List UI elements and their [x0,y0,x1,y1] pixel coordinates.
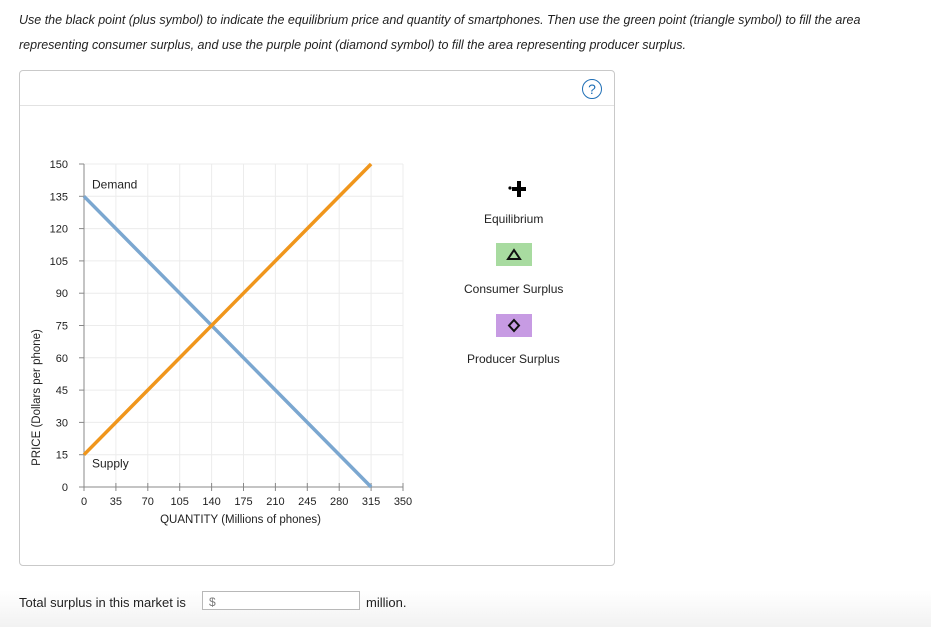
equilibrium-label: Equilibrium [484,212,544,226]
x-tick-label: 140 [202,496,220,508]
diamond-icon [507,318,521,333]
answer-prefix: Total surplus in this market is [19,594,186,610]
answer-suffix: million. [366,594,407,610]
total-surplus-input[interactable] [202,591,360,610]
x-tick-label: 105 [171,496,189,508]
consumer-surplus-tool[interactable] [496,243,532,266]
x-tick-label: 245 [298,496,316,508]
x-tick-label: 70 [142,496,154,508]
supply-curve [82,162,373,456]
supply-label: Supply [92,457,129,471]
question-instructions: Use the black point (plus symbol) to ind… [19,13,861,52]
page-footer-background [0,590,931,627]
x-tick-label: 315 [362,496,380,508]
x-tick-label: 280 [330,496,348,508]
y-axis-title: PRICE (Dollars per phone) [31,329,43,466]
x-tick-label: 0 [81,496,87,508]
currency-symbol: $ [209,595,216,609]
triangle-icon [506,248,522,260]
consumer-surplus-label: Consumer Surplus [464,282,564,296]
producer-surplus-label: Producer Surplus [467,352,560,366]
y-tick-label: 120 [50,224,68,236]
y-tick-label: 150 [50,159,68,171]
y-tick-label: 60 [56,353,68,365]
y-tick-label: 30 [56,417,68,429]
panel-header: ? [20,71,614,106]
x-tick-label: 210 [266,496,284,508]
y-tick-label: 15 [56,450,68,462]
supply-demand-chart[interactable]: 0 15 30 45 60 75 90 105 120 135 150 0 35 70 105 140 175 2… [20,71,614,565]
demand-label: Demand [92,177,137,191]
answer-row: Total surplus in this market is $ millio… [19,590,406,614]
equilibrium-tool[interactable] [486,175,546,205]
y-tick-label: 45 [56,385,68,397]
x-axis-title: QUANTITY (Millions of phones) [160,514,321,526]
x-tick-label: 175 [234,496,252,508]
y-tick-label: 75 [56,321,68,333]
y-tick-label: 135 [50,191,68,203]
plus-icon[interactable] [504,177,528,201]
graph-panel: ? 0 15 30 45 60 75 90 105 120 135 150 0 35 70 105 140 17… [19,70,615,566]
y-tick-label: 105 [50,256,68,268]
y-tick-label: 0 [62,482,68,494]
producer-surplus-tool[interactable] [496,314,532,337]
demand-curve [82,195,373,489]
x-tick-label: 35 [110,496,122,508]
x-tick-label: 350 [394,496,412,508]
y-tick-label: 90 [56,288,68,300]
help-button[interactable]: ? [582,79,602,99]
